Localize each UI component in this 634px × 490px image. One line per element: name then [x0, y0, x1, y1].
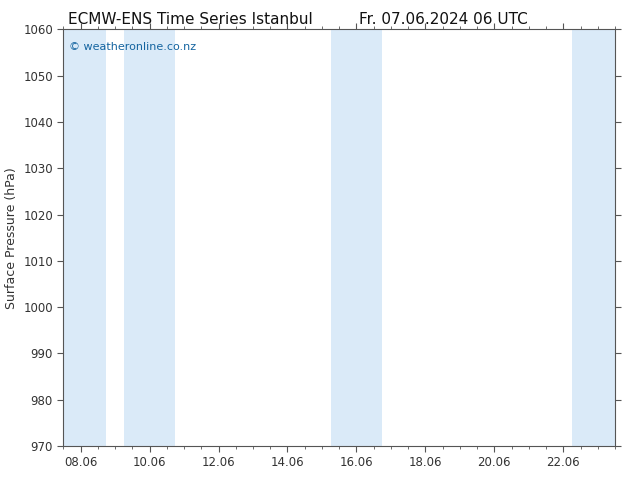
- Bar: [124, 29, 176, 446]
- Y-axis label: Surface Pressure (hPa): Surface Pressure (hPa): [4, 167, 18, 309]
- Text: © weatheronline.co.nz: © weatheronline.co.nz: [69, 42, 196, 52]
- Text: Fr. 07.06.2024 06 UTC: Fr. 07.06.2024 06 UTC: [359, 12, 528, 27]
- Bar: [572, 29, 615, 446]
- Bar: [330, 29, 382, 446]
- Text: ECMW-ENS Time Series Istanbul: ECMW-ENS Time Series Istanbul: [68, 12, 313, 27]
- Bar: [63, 29, 107, 446]
